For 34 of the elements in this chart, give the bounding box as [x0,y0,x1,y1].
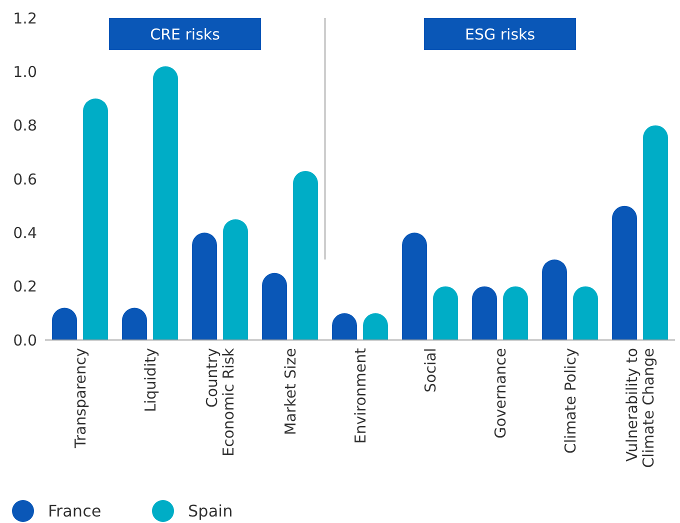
bar [433,286,458,340]
legend-label: France [48,502,102,521]
x-tick-label: Climate Policy [561,348,580,454]
x-tick-label: Transparency [71,348,90,450]
y-tick-label: 0.0 [13,331,37,350]
bar [503,286,528,340]
bar [612,206,637,340]
x-tick-label: Country Economic Risk [203,348,238,456]
x-tick-label: Social [421,348,440,392]
bar [472,286,497,340]
x-tick-label: Liquidity [141,348,160,412]
bar [573,286,598,340]
bar [223,219,248,340]
annotation: CRE risks [150,25,220,44]
bar [402,232,427,340]
y-tick-label: 0.2 [13,278,37,296]
bar [192,232,217,340]
x-tick-label: Environment [351,348,370,444]
y-tick-label: 0.8 [13,116,37,135]
bar [293,170,318,340]
x-tick-label: Governance [491,348,510,438]
y-tick-label: 0.6 [13,170,37,188]
y-tick-label: 1.2 [13,9,37,28]
bar [153,66,178,340]
y-tick-label: 1.0 [13,62,37,81]
x-tick-label: Vulnerability to Climate Change [623,348,658,468]
y-tick-label: 0.4 [13,224,37,242]
bar [262,272,287,340]
bar [542,260,567,340]
x-tick-label: Market Size [281,348,300,436]
legend-label: Spain [188,502,233,521]
annotation: ESG risks [464,25,536,44]
bar [83,98,108,340]
bar [643,125,668,340]
